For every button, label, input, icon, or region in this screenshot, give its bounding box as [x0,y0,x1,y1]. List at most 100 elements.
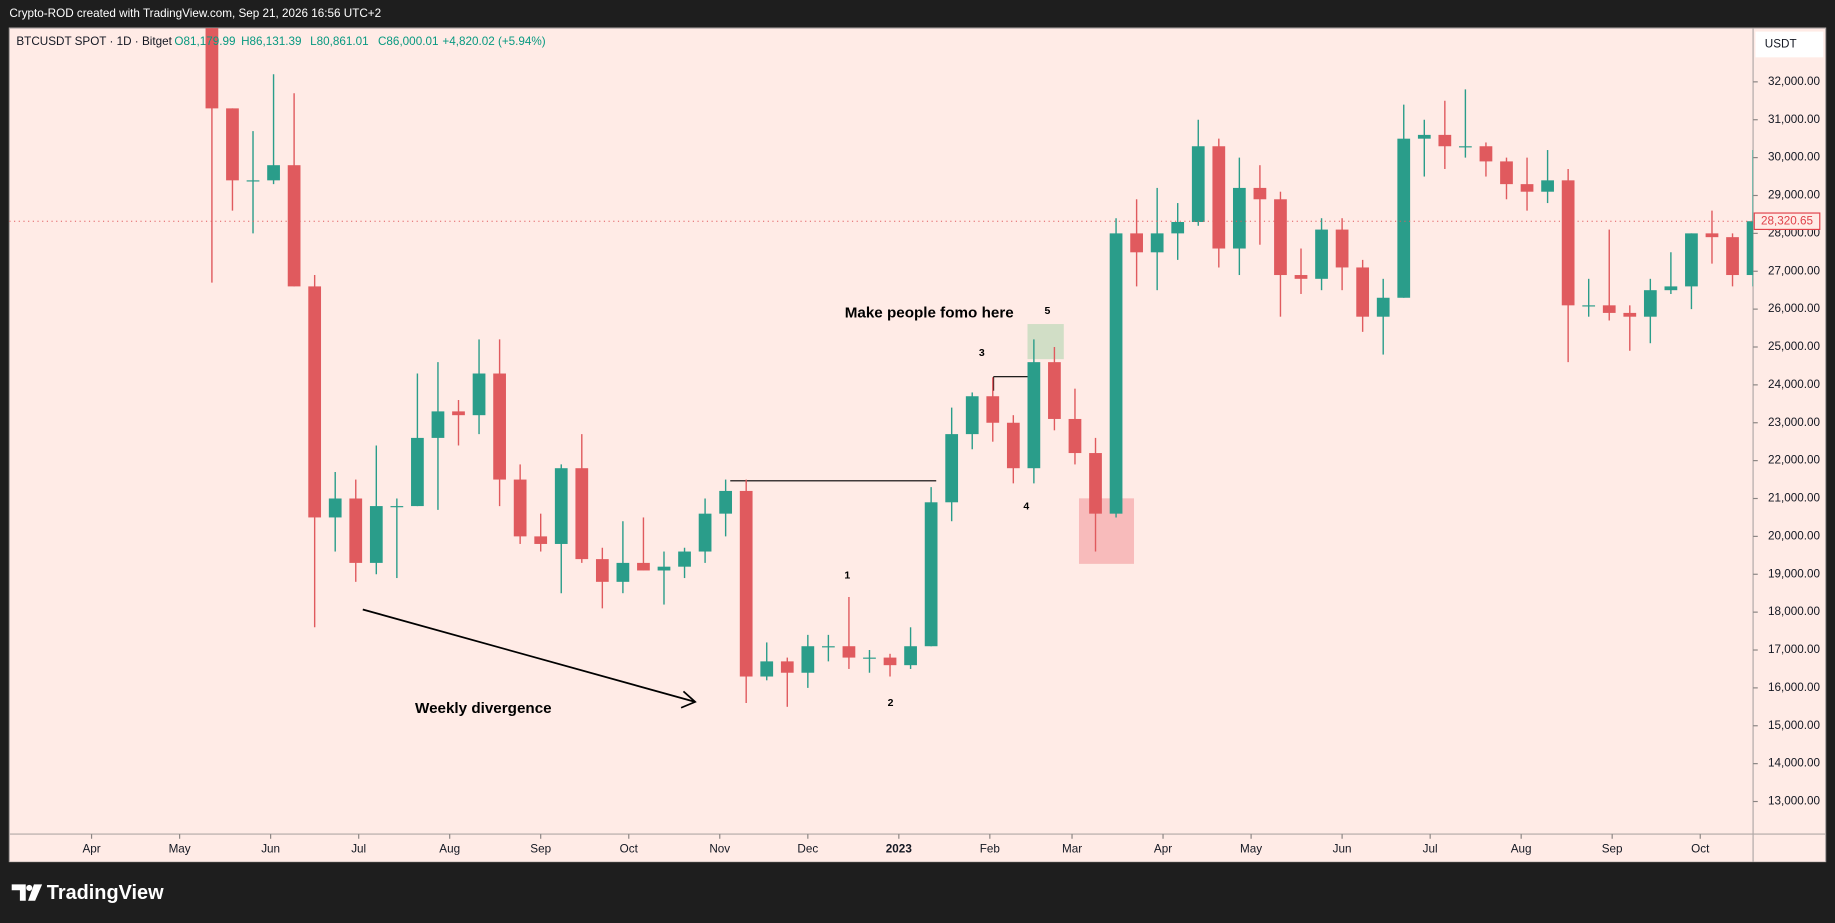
annotation: 4 [1023,500,1029,512]
green-zone [1027,324,1064,360]
candle-body [1356,267,1370,317]
candle-body [698,513,712,552]
candle-body [780,661,794,673]
drawings [362,324,1135,709]
legend-value: +4,820.02 (+5.94%) [442,35,545,48]
x-tick-label: Nov [709,842,730,855]
candle-body [883,657,897,666]
y-tick-label: 29,000.00 [1768,189,1821,202]
annotation: 3 [979,347,985,359]
candle-body [986,396,1000,423]
candle-body [534,536,548,544]
candle-body [1232,187,1246,249]
candle-body [822,646,835,648]
x-tick-label: Apr [82,842,100,855]
candle-body [595,559,609,582]
y-tick-label: 22,000.00 [1768,454,1821,467]
candle-body [945,434,959,503]
x-tick-label: Jul [1423,842,1438,855]
candle-body [1315,229,1328,279]
candle-body [678,551,691,567]
candle-body [1438,134,1452,147]
candle-body [1417,134,1431,139]
candle-body [904,646,917,666]
arrow-head [680,690,697,709]
annotation: Make people fomo here [845,305,1014,322]
candle-body [1027,362,1041,469]
annotation: 2 [888,697,894,709]
legend-value: O81,179.99 [174,35,235,48]
candles [205,28,1754,707]
y-tick-label: 13,000.00 [1768,795,1821,808]
candle-body [801,646,815,673]
candle-body [1109,233,1123,514]
candle-body [1541,180,1554,192]
candle-body [1397,138,1411,298]
candle-body [1191,146,1205,223]
x-tick-label: May [1240,842,1262,855]
candle-body [1171,222,1185,234]
candle-body [1582,305,1596,307]
candle-body [1130,233,1143,253]
y-tick-label: 24,000.00 [1768,378,1821,391]
candle-body [842,646,856,658]
legend-value: L80,861.01 [310,35,369,48]
candle-body [1520,184,1534,192]
y-tick-label: 31,000.00 [1768,113,1821,126]
annotation: 1 [844,569,850,581]
candle-body [1685,233,1698,287]
candle-body [924,502,938,647]
candle-body [513,479,527,537]
y-tick-label: 18,000.00 [1768,605,1821,618]
candle-body [1212,146,1226,249]
chart-panel [8,27,1827,863]
candle-body [267,165,280,181]
x-tick-label: Sep [1602,842,1623,855]
candle-body [349,498,363,563]
y-tick-label: 25,000.00 [1768,340,1821,353]
x-tick-label: Dec [797,842,818,855]
candle-body [760,661,774,677]
candle-body [1643,290,1657,317]
candle-body [1274,199,1287,276]
divergence-arrow [362,608,696,703]
candle-body [863,657,876,659]
candle-body [308,286,322,518]
logo: TradingView [11,882,164,904]
candle-body [1479,146,1493,162]
y-tick-label: 21,000.00 [1768,492,1821,505]
candle-body [369,506,383,563]
currency-box [1755,31,1824,58]
y-tick-label: 19,000.00 [1768,567,1821,580]
y-tick-label: 17,000.00 [1768,643,1821,656]
x-tick-label: Aug [439,842,460,855]
x-tick-label: Jun [261,842,280,855]
x-tick-label: Jul [351,842,366,855]
candle-body [1746,221,1754,276]
candle-body [657,566,671,571]
red-zone [1078,498,1135,564]
y-tick-label: 16,000.00 [1768,681,1821,694]
credit: Crypto-ROD created with TradingView.com,… [9,7,381,20]
footer [0,862,1835,923]
last-price-box [1753,212,1821,230]
logo-mark [11,884,26,901]
candle-body [1376,297,1390,317]
candle-body [287,165,301,287]
candle-body [1459,146,1472,148]
x-tick-label: 2023 [886,842,913,855]
candle-body [739,490,753,677]
currency: USDT [1765,38,1797,51]
x-tick-label: Jun [1333,842,1352,855]
candle-body [965,396,979,435]
candle-body [205,28,219,109]
candle-body [1068,418,1082,454]
legend-value: C86,000.01 [378,35,438,48]
candle-body [719,490,733,514]
x-tick-label: Aug [1511,842,1532,855]
candle-body [226,108,239,181]
y-tick-label: 20,000.00 [1768,529,1821,542]
candle-body [554,468,568,544]
